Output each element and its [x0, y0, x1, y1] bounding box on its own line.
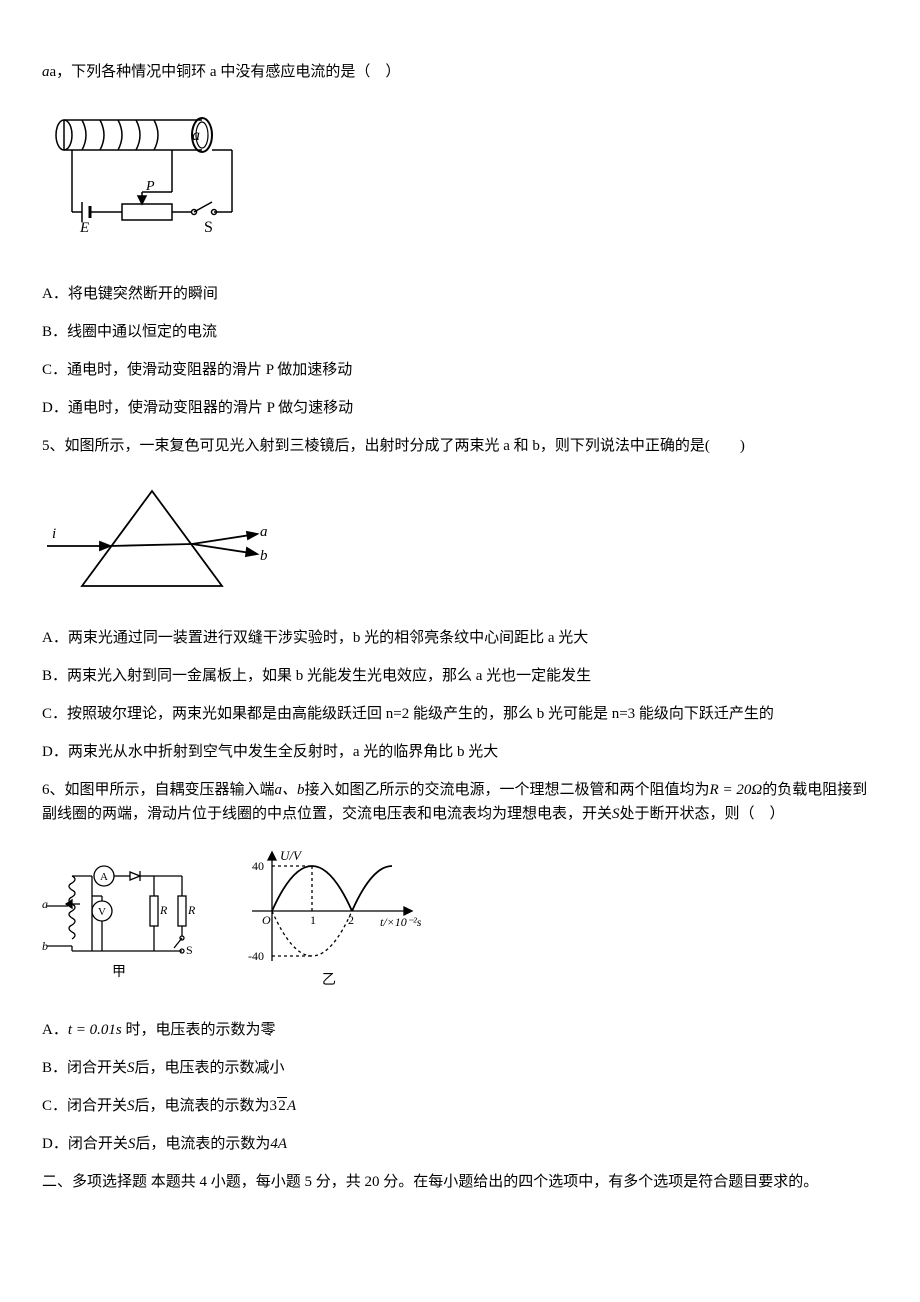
svg-text:i: i [52, 526, 56, 542]
q5-opt-d: D．两束光从水中折射到空气中发生全反射时，a 光的临界角比 b 光大 [42, 740, 878, 764]
q6-stem-mid1: 接入如图乙所示的交流电源，一个理想二极管和两个阻值均为 [305, 782, 710, 798]
svg-text:a: a [192, 127, 200, 144]
svg-text:V: V [98, 906, 106, 918]
q6-opt-b: B．闭合开关S后，电压表的示数减小 [42, 1056, 878, 1080]
q4-opt-a: A．将电键突然断开的瞬间 [42, 282, 878, 306]
q6-opt-a: A．t = 0.01s 时，电压表的示数为零 [42, 1018, 878, 1042]
q4-opt-c: C．通电时，使滑动变阻器的滑片 P 做加速移动 [42, 358, 878, 382]
q4-opt-b: B．线圈中通以恒定的电流 [42, 320, 878, 344]
q4-var-a: a [42, 64, 50, 80]
q6-a-post: 时，电压表的示数为零 [122, 1022, 276, 1038]
q6-b-post: 后，电压表的示数减小 [135, 1060, 285, 1076]
svg-text:a: a [42, 897, 48, 911]
q6-d-pre: D．闭合开关 [42, 1136, 128, 1152]
svg-text:S: S [204, 219, 213, 236]
svg-text:2: 2 [348, 913, 354, 927]
q6-opt-c: C．闭合开关S后，电流表的示数为3 2 A [42, 1094, 878, 1118]
svg-text:1: 1 [310, 913, 316, 927]
q6-var-R: R = 20Ω [710, 782, 763, 798]
q6-var-S: S [612, 806, 620, 822]
q6-stem-pre: 6、如图甲所示，自耦变压器输入端 [42, 782, 275, 798]
q6-stem: 6、如图甲所示，自耦变压器输入端a、b接入如图乙所示的交流电源，一个理想二极管和… [42, 778, 878, 826]
q6-diagram-right: U/V 40 -40 O 1 2 t/×10⁻²s 乙 [232, 846, 432, 996]
q6-b-pre: B．闭合开关 [42, 1060, 127, 1076]
q6-diagrams: a b A V R R S 甲 [42, 846, 878, 996]
svg-text:P: P [145, 179, 155, 194]
q6-right-caption: 乙 [322, 972, 336, 988]
q5-stem: 5、如图所示，一束复色可见光入射到三棱镜后，出射时分成了两束光 a 和 b，则下… [42, 434, 878, 458]
svg-text:b: b [42, 939, 48, 953]
q5-opt-a: A．两束光通过同一装置进行双缝干涉实验时，b 光的相邻亮条纹中心间距比 a 光大 [42, 626, 878, 650]
q6-diagram-left: a b A V R R S 甲 [42, 856, 202, 996]
q6-var-ab: a、b [275, 782, 305, 798]
q4-intro-text: a，下列各种情况中铜环 a 中没有感应电流的是（ ） [50, 64, 401, 80]
q4-opt-d: D．通电时，使滑动变阻器的滑片 P 做匀速移动 [42, 396, 878, 420]
svg-text:O: O [262, 913, 271, 927]
q6-d-unit: A [278, 1136, 287, 1152]
svg-text:S: S [186, 943, 193, 957]
q6-d-mid: 后，电流表的示数为 [135, 1136, 270, 1152]
q5-opt-b: B．两束光入射到同一金属板上，如果 b 光能发生光电效应，那么 a 光也一定能发… [42, 664, 878, 688]
q6-left-caption: 甲 [112, 965, 126, 980]
q6-a-math: t = 0.01s [68, 1022, 122, 1038]
svg-text:A: A [100, 871, 108, 883]
q6-c-val: 3 2 [270, 1098, 288, 1114]
svg-text:t/×10⁻²s: t/×10⁻²s [380, 915, 422, 929]
svg-text:R: R [187, 903, 196, 917]
svg-text:R: R [159, 903, 168, 917]
section2-heading: 二、多项选择题 本题共 4 小题，每小题 5 分，共 20 分。在每小题给出的四… [42, 1170, 878, 1194]
q6-c-unit: A [287, 1098, 296, 1114]
q5-diagram: i a b [42, 476, 878, 606]
svg-text:a: a [260, 524, 268, 540]
q6-d-val: 4 [270, 1136, 278, 1152]
svg-text:b: b [260, 548, 268, 564]
svg-text:U/V: U/V [280, 848, 303, 863]
svg-text:-40: -40 [248, 949, 264, 963]
q4-diagram: a E P S [42, 102, 878, 262]
q6-c-s: S [127, 1098, 135, 1114]
q5-opt-c: C．按照玻尔理论，两束光如果都是由高能级跃迁回 n=2 能级产生的，那么 b 光… [42, 702, 878, 726]
svg-text:40: 40 [252, 859, 264, 873]
q6-opt-d: D．闭合开关S后，电流表的示数为4A [42, 1132, 878, 1156]
q6-c-mid: 后，电流表的示数为 [135, 1098, 270, 1114]
q6-a-pre: A． [42, 1022, 68, 1038]
q6-stem-end: 处于断开状态，则（ ） [620, 806, 785, 822]
q6-b-s: S [127, 1060, 135, 1076]
q4-intro: aa，下列各种情况中铜环 a 中没有感应电流的是（ ） [42, 60, 878, 84]
q6-c-pre: C．闭合开关 [42, 1098, 127, 1114]
svg-text:E: E [79, 220, 89, 236]
